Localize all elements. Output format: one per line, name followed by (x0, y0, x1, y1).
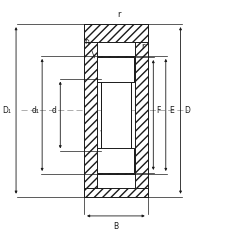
Bar (97, 168, 102, 173)
Bar (129, 168, 134, 173)
Text: E: E (169, 106, 173, 115)
Text: B: B (113, 222, 118, 231)
Text: B₃: B₃ (111, 115, 120, 124)
Bar (96, 56, 135, 79)
Bar (84, 188, 147, 197)
Text: d₁: d₁ (31, 106, 39, 115)
Bar (97, 148, 102, 153)
Text: r₁: r₁ (84, 37, 90, 46)
Bar (129, 57, 134, 62)
Bar (97, 57, 134, 82)
Bar (97, 57, 102, 62)
Bar (129, 77, 134, 82)
Bar (129, 148, 134, 153)
Text: F: F (155, 106, 160, 115)
Bar (97, 148, 134, 173)
Text: r: r (117, 10, 120, 19)
Text: d: d (52, 106, 57, 115)
Bar (97, 77, 102, 82)
Text: D: D (184, 106, 190, 115)
Bar (96, 151, 135, 174)
Text: D₁: D₁ (3, 106, 11, 115)
Bar (135, 24, 147, 197)
Bar (101, 79, 130, 151)
Text: r: r (140, 42, 144, 51)
Bar (84, 24, 96, 197)
Bar (84, 24, 147, 42)
